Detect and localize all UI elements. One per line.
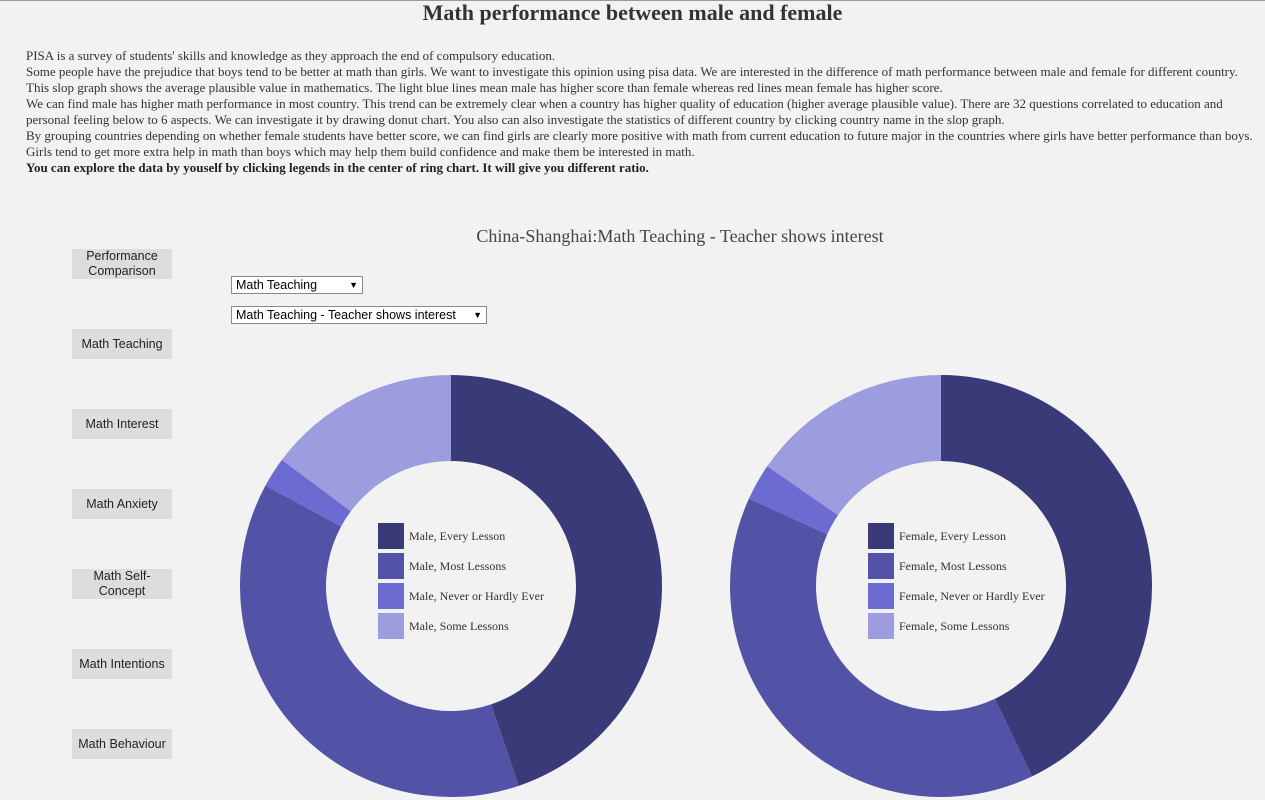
female-legend: Female, Every Lesson Female, Most Lessons… xyxy=(868,523,1045,643)
donut-slice-male-never-or-hardly-ever xyxy=(265,459,351,527)
intro-text: PISA is a survey of students' skills and… xyxy=(26,48,1256,176)
legend-label: Female, Most Lessons xyxy=(899,558,1007,573)
donut-slice-male-every-lesson xyxy=(451,375,663,786)
female-donut-svg xyxy=(730,375,1152,797)
male-donut-chart xyxy=(236,371,666,800)
legend-swatch xyxy=(868,553,894,579)
legend-label: Female, Never or Hardly Ever xyxy=(899,588,1045,603)
intro-paragraph: By grouping countries depending on wheth… xyxy=(26,128,1253,159)
legend-label: Female, Every Lesson xyxy=(899,528,1006,543)
category-select[interactable]: Math Teaching ▼ xyxy=(231,276,363,294)
legend-item-male-every-lesson[interactable]: Male, Every Lesson xyxy=(378,523,544,549)
nav-performance-comparison-button[interactable]: Performance Comparison xyxy=(72,249,172,279)
legend-item-male-most-lessons[interactable]: Male, Most Lessons xyxy=(378,553,544,579)
donut-slice-female-some-lessons xyxy=(767,375,941,516)
legend-label: Female, Some Lessons xyxy=(899,618,1010,633)
legend-item-male-never-or-hardly-ever[interactable]: Male, Never or Hardly Ever xyxy=(378,583,544,609)
donut-slice-female-every-lesson xyxy=(941,375,1152,777)
intro-paragraph: Some people have the prejudice that boys… xyxy=(26,64,1238,79)
intro-paragraph: We can find male has higher math perform… xyxy=(26,96,1223,127)
legend-swatch xyxy=(378,613,404,639)
dropdown-caret-icon: ▼ xyxy=(473,310,482,320)
intro-instructions: You can explore the data by youself by c… xyxy=(26,160,649,175)
donut-slice-female-most-lessons xyxy=(730,498,1033,797)
legend-swatch xyxy=(378,553,404,579)
nav-math-intentions-button[interactable]: Math Intentions xyxy=(72,649,172,679)
page-title: Math performance between male and female xyxy=(422,0,843,25)
legend-item-female-most-lessons[interactable]: Female, Most Lessons xyxy=(868,553,1045,579)
donut-slice-male-some-lessons xyxy=(281,375,451,512)
donut-slice-male-most-lessons xyxy=(240,485,519,797)
legend-swatch xyxy=(378,523,404,549)
legend-label: Male, Most Lessons xyxy=(409,558,506,573)
legend-item-male-some-lessons[interactable]: Male, Some Lessons xyxy=(378,613,544,639)
legend-swatch xyxy=(868,523,894,549)
donut-slice-female-never-or-hardly-ever xyxy=(748,466,839,535)
intro-paragraph: This slop graph shows the average plausi… xyxy=(26,80,943,95)
chart-title: China-Shanghai:Math Teaching - Teacher s… xyxy=(476,226,884,246)
legend-label: Male, Never or Hardly Ever xyxy=(409,588,544,603)
legend-label: Male, Every Lesson xyxy=(409,528,506,543)
nav-math-interest-button[interactable]: Math Interest xyxy=(72,409,172,439)
male-legend: Male, Every Lesson Male, Most Lessons Male… xyxy=(378,523,544,643)
male-donut-svg xyxy=(240,375,663,797)
nav-math-teaching-button[interactable]: Math Teaching xyxy=(72,329,172,359)
legend-swatch xyxy=(868,583,894,609)
legend-item-female-some-lessons[interactable]: Female, Some Lessons xyxy=(868,613,1045,639)
intro-paragraph: PISA is a survey of students' skills and… xyxy=(26,48,556,63)
legend-swatch xyxy=(378,583,404,609)
question-select[interactable]: Math Teaching - Teacher shows interest ▼ xyxy=(231,306,487,324)
legend-label: Male, Some Lessons xyxy=(409,618,509,633)
female-donut-chart xyxy=(726,371,1156,800)
nav-math-anxiety-button[interactable]: Math Anxiety xyxy=(72,489,172,519)
legend-swatch xyxy=(868,613,894,639)
legend-item-female-never-or-hardly-ever[interactable]: Female, Never or Hardly Ever xyxy=(868,583,1045,609)
category-select-value: Math Teaching xyxy=(236,278,318,292)
question-select-value: Math Teaching - Teacher shows interest xyxy=(236,308,456,322)
nav-math-self-concept-button[interactable]: Math Self-Concept xyxy=(72,569,172,599)
legend-item-female-every-lesson[interactable]: Female, Every Lesson xyxy=(868,523,1045,549)
dropdown-caret-icon: ▼ xyxy=(349,280,358,290)
nav-math-behaviour-button[interactable]: Math Behaviour xyxy=(72,729,172,759)
